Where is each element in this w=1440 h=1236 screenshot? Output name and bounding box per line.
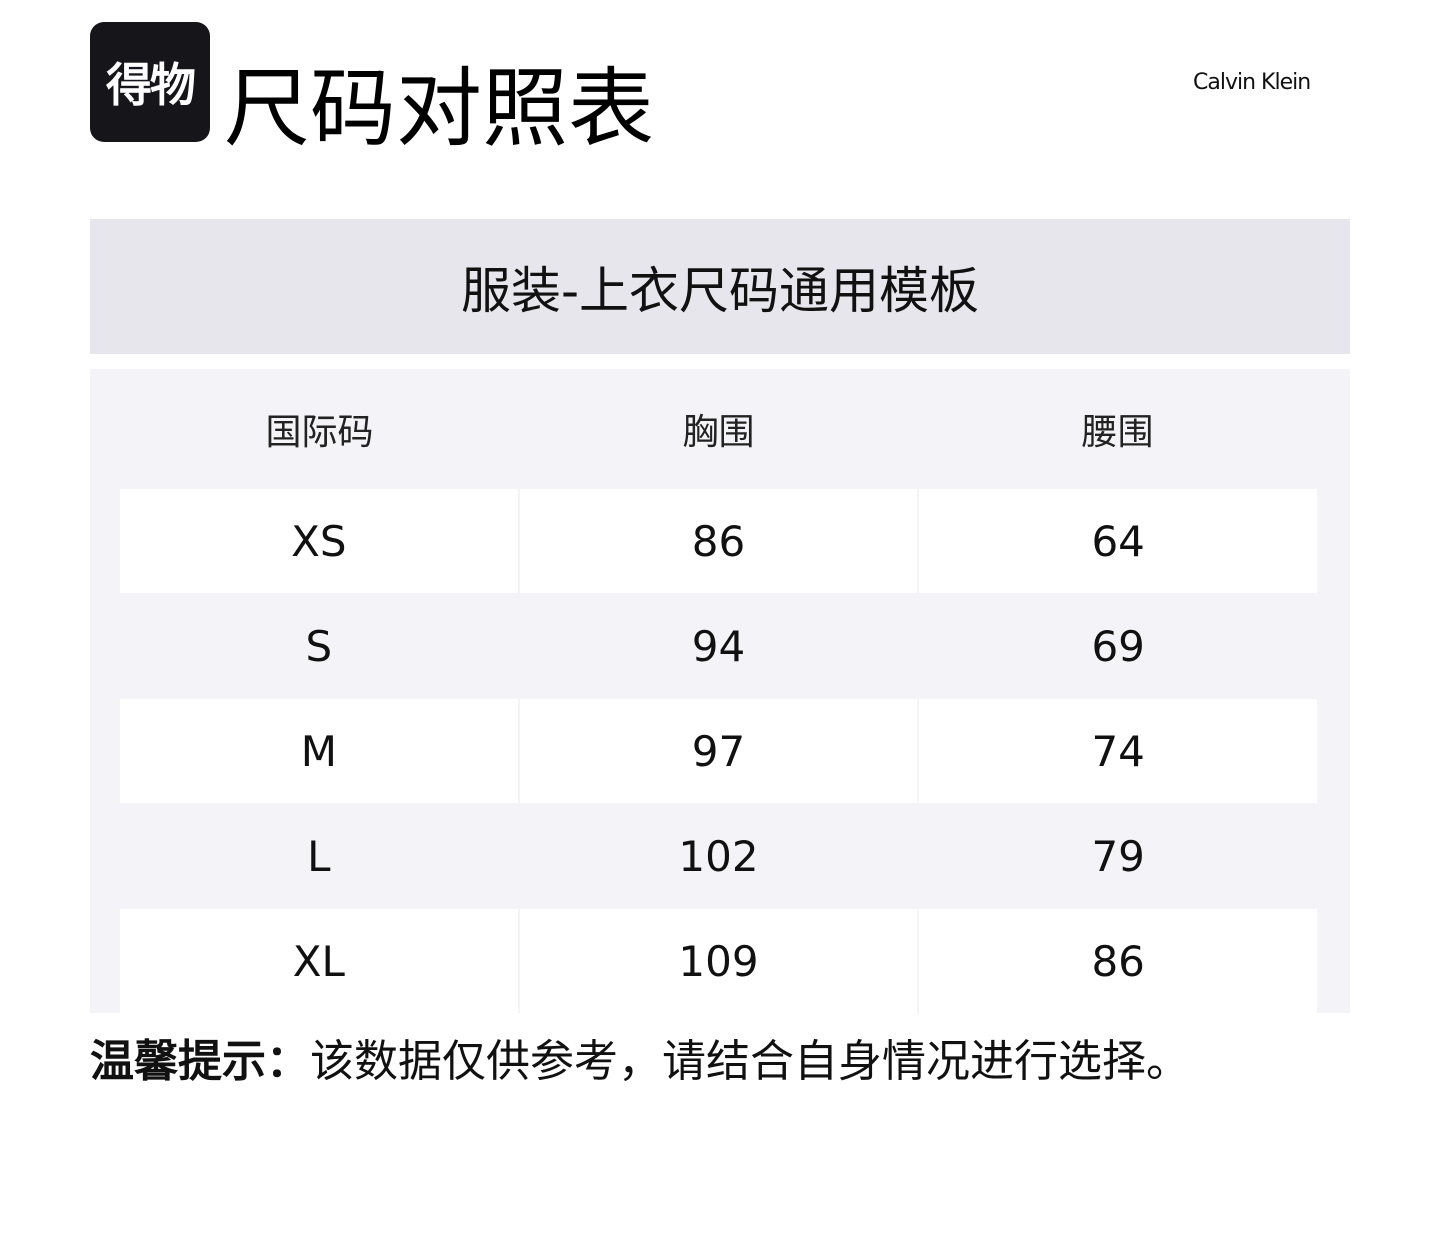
table-cell: 64 [919,489,1318,593]
column-header: 腰围 [1081,412,1154,453]
column-header: 国际码 [265,412,374,453]
table-cell: M [120,699,518,803]
table-cell: 79 [1091,831,1145,881]
brand-name: Calvin Klein [1193,70,1311,95]
table-row: XL 109 86 [120,909,1318,1013]
table-cell: 109 [519,909,918,1013]
column-header: 胸围 [682,412,755,453]
template-banner: 服装-上衣尺码通用模板 [90,219,1350,354]
table-cell: 102 [678,831,759,881]
table-row: XS 86 64 [120,489,1318,593]
table-cell: 69 [1091,621,1145,671]
table-cell: XL [120,909,518,1013]
page-title: 尺码对照表 [224,59,654,159]
tip-text: 该数据仅供参考，请结合自身情况进行选择。 [310,1036,1190,1087]
tip-note: 温馨提示：该数据仅供参考，请结合自身情况进行选择。 [90,1030,1190,1094]
table-cell: S [305,621,333,671]
template-title: 服装-上衣尺码通用模板 [460,261,980,320]
table-row: L 102 79 [120,804,1317,908]
table-header: 国际码 胸围 腰围 [120,369,1317,489]
tip-label: 温馨提示： [90,1036,310,1087]
table-cell: 94 [691,621,746,671]
table-cell: 97 [519,699,918,803]
table-cell: 74 [919,699,1318,803]
table-row: M 97 74 [120,699,1318,803]
size-table: 国际码 胸围 腰围 XS 86 64 S 94 69 M 97 74 L 102… [90,369,1350,1013]
table-cell: 86 [519,489,918,593]
dewu-logo: 得物 [90,22,210,142]
table-cell: XS [120,489,518,593]
table-cell: 86 [919,909,1318,1013]
table-row: S 94 69 [120,594,1317,698]
table-cell: L [307,831,331,881]
